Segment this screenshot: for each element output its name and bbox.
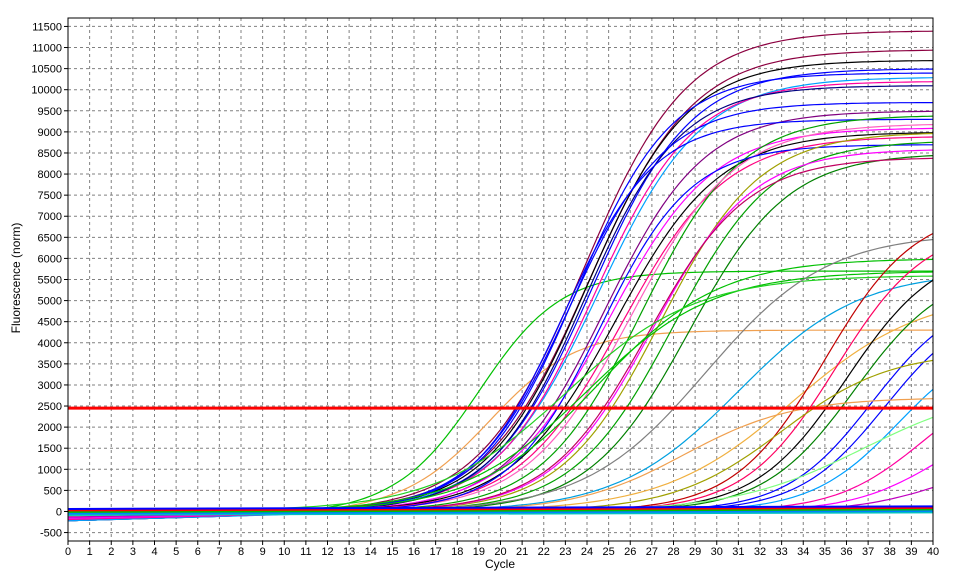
x-tick-label: 21 — [516, 546, 528, 558]
x-tick-label: 6 — [195, 546, 201, 558]
y-tick-label: 500 — [44, 485, 62, 497]
x-tick-label: 23 — [559, 546, 571, 558]
series-layer — [67, 30, 934, 522]
y-tick-label: 8500 — [38, 148, 62, 160]
x-tick-label: 34 — [797, 546, 809, 558]
x-tick-label: 3 — [130, 546, 136, 558]
y-tick-label: 10000 — [31, 85, 62, 97]
x-tick-label: 16 — [408, 546, 420, 558]
x-tick-label: 24 — [581, 546, 593, 558]
y-tick-label: 10500 — [31, 64, 62, 76]
baseline-trace-4 — [67, 505, 934, 510]
y-tick-label: 5500 — [38, 275, 62, 287]
x-tick-label: 8 — [238, 546, 244, 558]
x-tick-label: 0 — [65, 546, 71, 558]
x-tick-label: 37 — [862, 546, 874, 558]
x-tick-label: 39 — [905, 546, 917, 558]
y-tick-label: 7500 — [38, 190, 62, 202]
y-tick-label: 11000 — [32, 43, 62, 55]
y-tick-label: 9500 — [38, 106, 62, 118]
x-tick-label: 11 — [300, 546, 311, 558]
x-tick-label: 30 — [711, 546, 723, 558]
x-tick-label: 35 — [819, 546, 831, 558]
x-tick-label: 25 — [603, 546, 615, 558]
x-tick-label: 38 — [884, 546, 896, 558]
x-tick-label: 1 — [87, 546, 93, 558]
y-tick-label: 4500 — [38, 317, 62, 329]
y-tick-label: 1500 — [38, 443, 62, 455]
x-tick-label: 22 — [538, 546, 550, 558]
x-tick-label: 32 — [754, 546, 766, 558]
x-tick-label: 36 — [840, 546, 852, 558]
x-tick-label: 28 — [667, 546, 679, 558]
x-tick-label: 17 — [430, 546, 442, 558]
x-tick-label: 15 — [386, 546, 398, 558]
y-tick-label: -500 — [40, 528, 62, 540]
x-tick-label: 20 — [494, 546, 506, 558]
y-tick-label: 0 — [56, 506, 62, 518]
y-tick-label: 2000 — [38, 422, 62, 434]
x-tick-labels: 0 1 2 3 4 5 6 7 8 9 10 11 12 13 14 15 16 17 18 19 20 21 22 23 24… — [65, 541, 939, 558]
x-tick-label: 18 — [451, 546, 463, 558]
x-tick-label: 9 — [260, 546, 266, 558]
baseline-trace-2 — [67, 508, 934, 513]
x-tick-label: 19 — [473, 546, 485, 558]
x-tick-label: 33 — [776, 546, 788, 558]
y-tick-label: 5000 — [38, 296, 62, 308]
baseline-trace-1 — [67, 509, 934, 515]
x-tick-label: 10 — [278, 546, 290, 558]
y-tick-label: 2500 — [38, 401, 62, 413]
x-tick-label: 5 — [173, 546, 179, 558]
y-tick-label: 1000 — [38, 464, 62, 476]
x-tick-label: 13 — [343, 546, 355, 558]
baseline-trace-0 — [67, 511, 934, 516]
x-tick-label: 29 — [689, 546, 701, 558]
x-tick-label: 12 — [321, 546, 333, 558]
baseline-trace-3 — [67, 506, 934, 512]
y-tick-label: 9000 — [38, 127, 62, 139]
x-tick-label: 27 — [646, 546, 658, 558]
x-tick-label: 40 — [927, 546, 939, 558]
x-tick-label: 26 — [624, 546, 636, 558]
y-tick-label: 3500 — [38, 359, 62, 371]
x-tick-label: 14 — [365, 546, 377, 558]
x-tick-label: 7 — [216, 546, 222, 558]
x-tick-label: 2 — [108, 546, 114, 558]
y-tick-label: 7000 — [38, 211, 62, 223]
y-tick-label: 4000 — [38, 338, 62, 350]
y-axis-title: Fluorescence (norm) — [9, 223, 23, 334]
y-tick-label: 3000 — [38, 380, 62, 392]
x-tick-label: 4 — [151, 546, 157, 558]
x-axis-title: Cycle — [485, 557, 515, 571]
y-tick-label: 11500 — [32, 21, 62, 33]
y-tick-label: 6000 — [38, 253, 62, 265]
x-tick-label: 31 — [732, 546, 744, 558]
y-tick-labels: -500 0 500 1000 1500 2000 2500 3000 3500 4000 4500… — [31, 21, 68, 540]
y-tick-label: 8000 — [38, 169, 62, 181]
y-tick-label: 6500 — [38, 232, 62, 244]
